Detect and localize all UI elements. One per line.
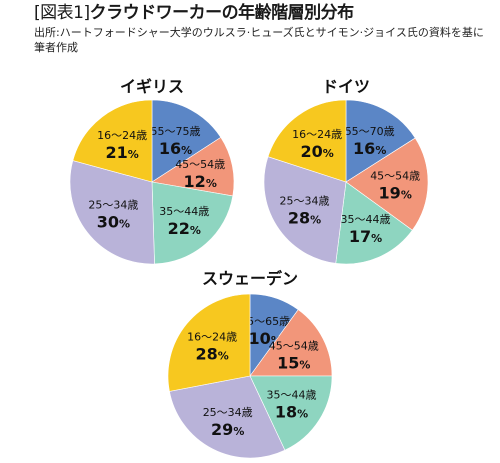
pie-slice-16-24 xyxy=(72,99,153,183)
slice-range-label: 25〜34歳 xyxy=(280,194,330,207)
slice-range-label: 45〜54歳 xyxy=(269,340,319,353)
slice-range-label: 25〜34歳 xyxy=(203,406,253,419)
slice-range-label: 35〜44歳 xyxy=(341,213,391,226)
slice-value-label: 21% xyxy=(105,143,138,162)
pie-slice-55+ xyxy=(345,99,416,183)
slice-range-label: 45〜54歳 xyxy=(175,158,225,171)
slice-range-label: 55〜70歳 xyxy=(345,125,395,138)
slice-range-label: 35〜44歳 xyxy=(159,205,209,218)
pie-slice-35-44 xyxy=(335,181,413,265)
pie-slice-45-54 xyxy=(345,137,429,231)
pie-slice-25-34 xyxy=(263,156,347,264)
figure-header: [図表1]クラウドワーカーの年齢階層別分布 出所:ハートフォードシャー大学のウル… xyxy=(34,2,494,55)
slice-range-label: 16〜24歳 xyxy=(292,128,342,141)
pie-slice-16-24 xyxy=(167,293,251,392)
pie-slice-35-44 xyxy=(151,181,234,265)
slice-range-label: 16〜24歳 xyxy=(187,331,237,344)
figure-title: [図表1]クラウドワーカーの年齢階層別分布 xyxy=(34,2,494,24)
slice-range-label: 45〜54歳 xyxy=(370,170,420,183)
slice-value-label: 20% xyxy=(300,142,333,161)
pie-slice-55+ xyxy=(151,99,222,183)
slice-value-label: 16% xyxy=(159,139,192,158)
slice-value-label: 28% xyxy=(288,208,321,227)
slice-value-label: 16% xyxy=(353,139,386,158)
pie-slice-45-54 xyxy=(249,309,333,377)
slice-range-label: 55〜65歳 xyxy=(240,315,290,328)
slice-value-label: 15% xyxy=(277,354,310,373)
pie-sweden: スウェーデン55〜65歳10%45〜54歳15%35〜44歳18%25〜34歳2… xyxy=(167,269,333,459)
pie-slice-25-34 xyxy=(69,160,155,265)
slice-value-label: 29% xyxy=(211,420,244,439)
pie-title-uk: イギリス xyxy=(120,77,184,96)
figure-title-text: クラウドワーカーの年齢階層別分布 xyxy=(89,3,355,23)
source-note: 出所:ハートフォードシャー大学のウルスラ·ヒューズ氏とサイモン·ジョイス氏の資料… xyxy=(34,26,484,54)
slice-range-label: 16〜24歳 xyxy=(97,129,147,142)
figure-tag: [図表1] xyxy=(34,3,90,23)
pie-slice-16-24 xyxy=(267,99,347,183)
slice-range-label: 35〜44歳 xyxy=(267,388,317,401)
slice-value-label: 19% xyxy=(379,184,412,203)
slice-value-label: 28% xyxy=(195,345,228,364)
pie-title-germany: ドイツ xyxy=(322,77,370,96)
slice-range-label: 55〜75歳 xyxy=(151,125,201,138)
slice-range-label: 25〜34歳 xyxy=(88,199,138,212)
slice-value-label: 17% xyxy=(349,227,382,246)
slice-value-label: 18% xyxy=(275,402,308,421)
slice-value-label: 30% xyxy=(97,213,130,232)
pie-slice-25-34 xyxy=(169,375,286,459)
pie-slice-45-54 xyxy=(151,136,235,197)
slice-value-label: 12% xyxy=(184,172,217,191)
pie-title-sweden: スウェーデン xyxy=(202,269,298,288)
pie-slice-35-44 xyxy=(249,375,333,451)
slice-value-label: 22% xyxy=(168,219,201,238)
